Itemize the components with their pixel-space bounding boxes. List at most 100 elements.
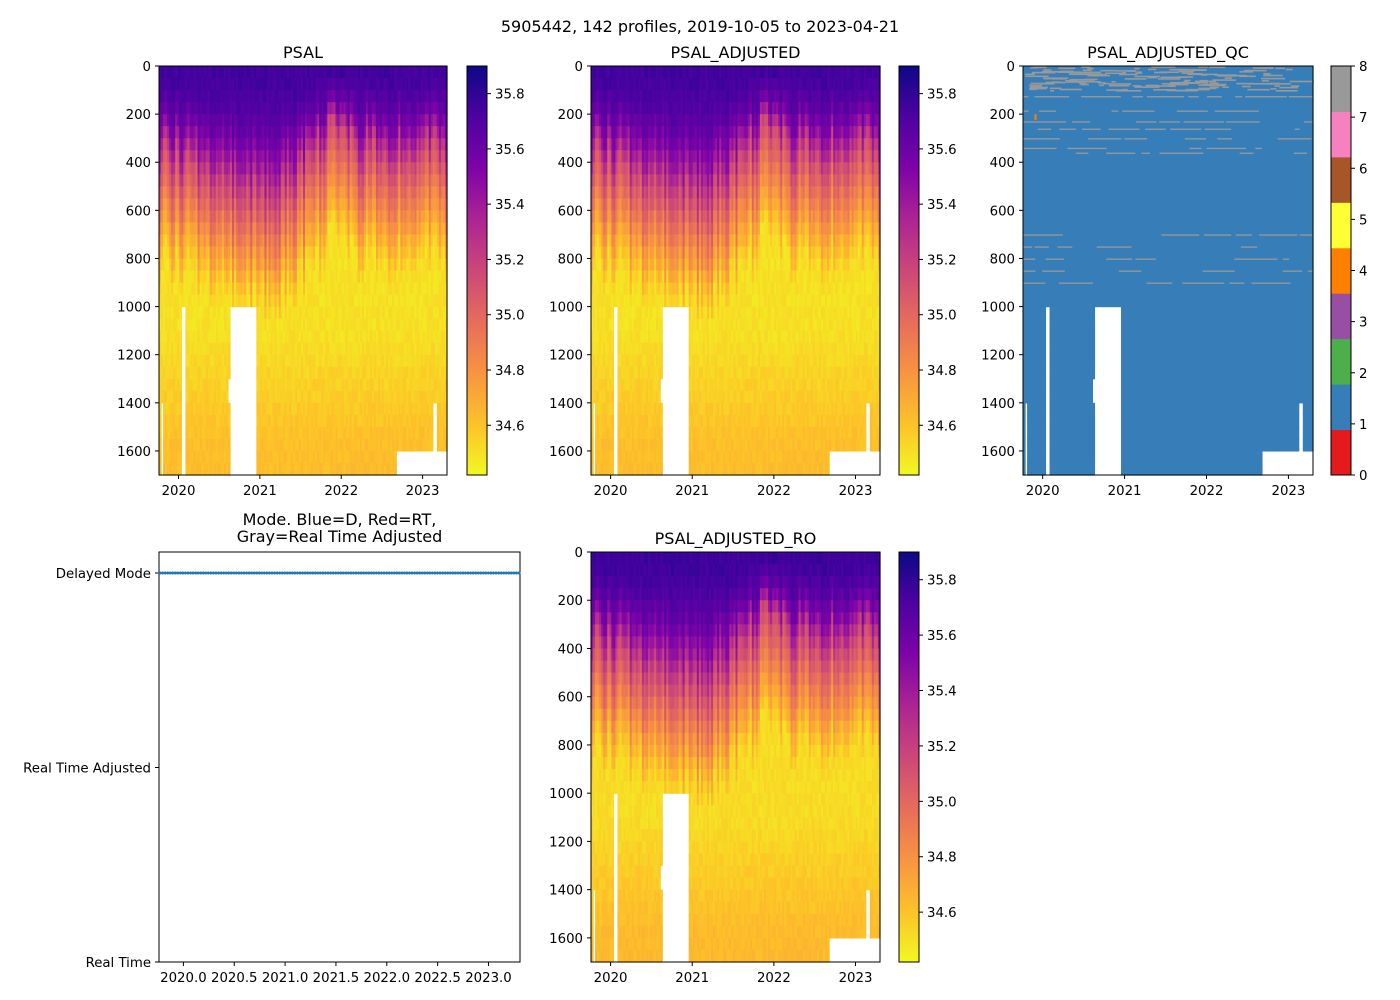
heatmap-cell — [179, 462, 182, 476]
heatmap-cell — [185, 234, 188, 248]
heatmap-cell — [252, 126, 255, 139]
heatmap-cell — [274, 426, 278, 440]
heatmap-cell — [215, 66, 219, 79]
heatmap-cell — [167, 282, 170, 296]
heatmap-cell — [199, 390, 203, 404]
heatmap-cell — [246, 162, 249, 175]
heatmap-cell — [209, 138, 213, 151]
heatmap-cell — [236, 234, 239, 248]
heatmap-cell — [171, 354, 174, 368]
heatmap-cell — [221, 174, 225, 187]
heatmap-cell — [234, 174, 237, 187]
heatmap-cell — [274, 126, 278, 139]
heatmap-cell — [215, 438, 219, 452]
heatmap-cell — [159, 66, 162, 79]
heatmap-cell — [236, 114, 239, 127]
heatmap-cell — [167, 66, 170, 79]
heatmap-cell — [161, 318, 164, 332]
heatmap-cell — [207, 162, 211, 175]
heatmap-cell — [203, 150, 207, 163]
heatmap-cell — [262, 462, 266, 476]
heatmap-cell — [219, 318, 223, 332]
heatmap-cell — [163, 66, 166, 79]
heatmap-cell — [270, 402, 274, 416]
heatmap-cell — [242, 78, 245, 91]
heatmap-cell — [278, 150, 282, 163]
heatmap-cell — [266, 162, 270, 175]
heatmap-cell — [187, 90, 191, 103]
heatmap-cell — [223, 234, 227, 248]
heatmap-cell — [171, 138, 174, 151]
heatmap-cell — [238, 198, 241, 211]
heatmap-cell — [179, 426, 182, 440]
heatmap-cell — [248, 78, 251, 91]
heatmap-cell — [177, 390, 180, 404]
heatmap-cell — [264, 174, 268, 187]
heatmap-cell — [256, 90, 259, 103]
heatmap-cell — [260, 390, 264, 404]
heatmap-cell — [260, 414, 264, 428]
heatmap-cell — [282, 174, 286, 187]
heatmap-cell — [179, 198, 182, 211]
heatmap-cell — [197, 318, 201, 332]
heatmap-cell — [256, 366, 259, 380]
heatmap-cell — [252, 198, 255, 211]
heatmap-cell — [185, 126, 188, 139]
heatmap-cell — [201, 342, 205, 356]
heatmap-cell — [264, 150, 268, 163]
heatmap-cell — [256, 234, 259, 248]
heatmap-cell — [236, 138, 239, 151]
heatmap-cell — [225, 390, 229, 404]
heatmap-cell — [161, 102, 164, 115]
heatmap-cell — [246, 210, 249, 223]
heatmap-cell — [242, 90, 245, 103]
heatmap-cell — [276, 462, 280, 476]
heatmap-cell — [171, 318, 174, 332]
heatmap-cell — [217, 210, 221, 223]
heatmap-cell — [173, 258, 176, 272]
heatmap-cell — [276, 438, 280, 452]
heatmap-cell — [278, 462, 282, 476]
heatmap-cell — [268, 234, 272, 248]
heatmap-cell — [264, 462, 268, 476]
heatmap-cell — [272, 450, 276, 464]
heatmap-cell — [266, 78, 270, 91]
heatmap-cell — [276, 222, 280, 236]
heatmap-cell — [161, 210, 164, 223]
heatmap-cell — [238, 186, 241, 199]
heatmap-cell — [221, 66, 225, 79]
heatmap-cell — [227, 150, 231, 163]
heatmap-cell — [209, 246, 213, 260]
heatmap-cell — [244, 90, 247, 103]
heatmap-cell — [272, 102, 276, 115]
heatmap-cell — [195, 342, 199, 356]
heatmap-cell — [266, 354, 270, 368]
heatmap-cell — [169, 342, 172, 356]
heatmap-cell — [266, 246, 270, 260]
heatmap-cell — [185, 90, 188, 103]
heatmap-cell — [244, 174, 247, 187]
heatmap-cell — [205, 78, 209, 91]
heatmap-cell — [213, 438, 217, 452]
heatmap-cell — [173, 162, 176, 175]
heatmap-cell — [215, 306, 219, 320]
heatmap-cell — [175, 402, 178, 416]
heatmap-cell — [207, 198, 211, 211]
heatmap-cell — [256, 222, 259, 236]
heatmap-cell — [205, 282, 209, 296]
heatmap-cell — [274, 246, 278, 260]
heatmap-cell — [215, 126, 219, 139]
heatmap-cell — [187, 330, 191, 344]
heatmap-cell — [240, 114, 243, 127]
heatmap-cell — [223, 162, 227, 175]
heatmap-cell — [270, 198, 274, 211]
heatmap-cell — [250, 270, 253, 284]
heatmap-cell — [223, 354, 227, 368]
heatmap-cell — [229, 270, 233, 284]
heatmap-cell — [284, 354, 288, 368]
heatmap-cell — [266, 294, 270, 308]
heatmap-cell — [211, 306, 215, 320]
heatmap-cell — [173, 390, 176, 404]
heatmap-cell — [209, 318, 213, 332]
